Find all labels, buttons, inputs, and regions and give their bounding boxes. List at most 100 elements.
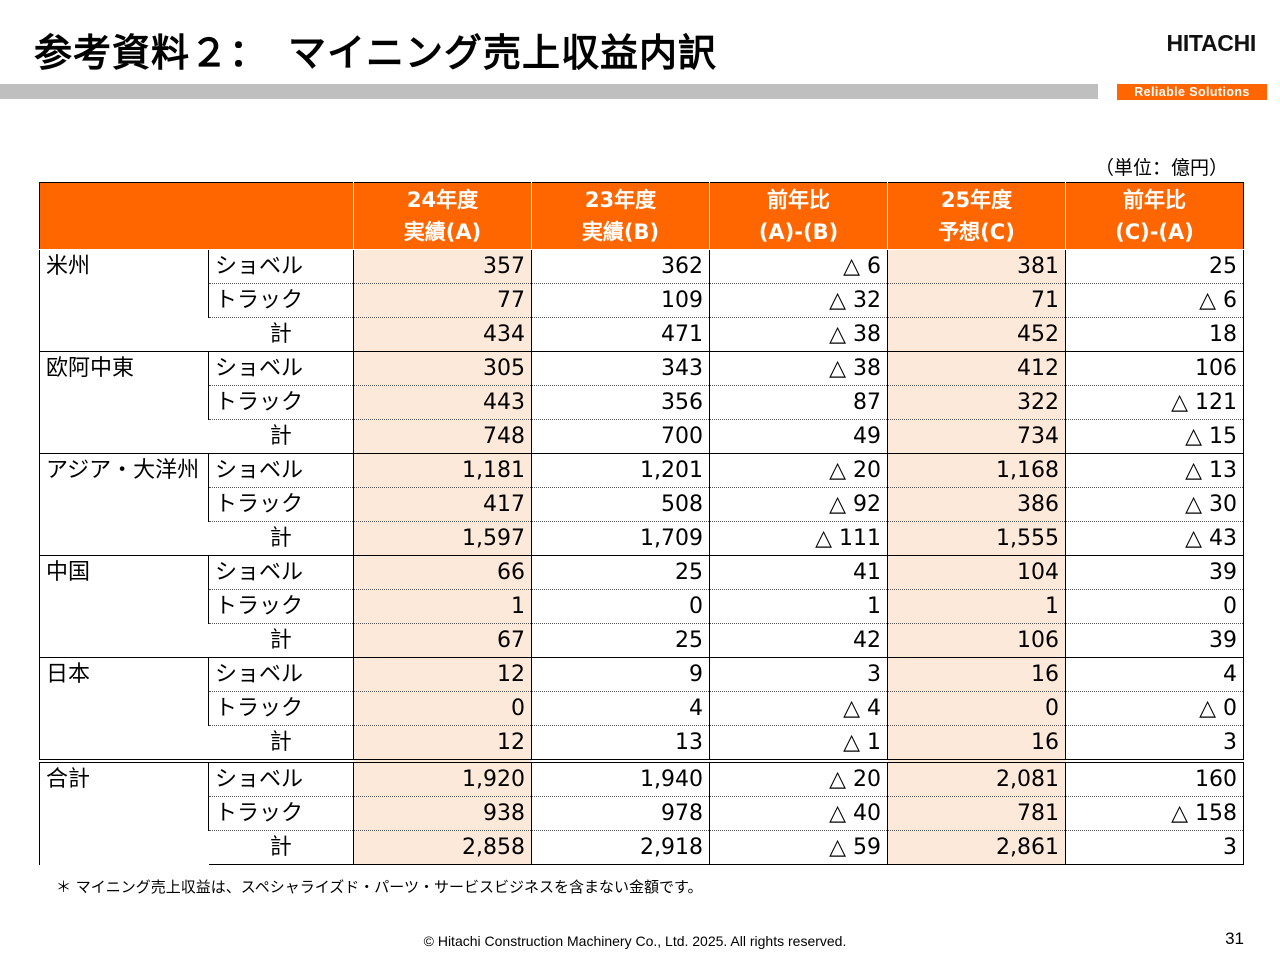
row-label-shovel: ショベル bbox=[208, 759, 354, 797]
region-label: 米州 bbox=[39, 249, 209, 352]
table-cell: 978 bbox=[531, 796, 710, 831]
table-cell: 381 bbox=[887, 249, 1066, 284]
table-cell: 322 bbox=[887, 385, 1066, 420]
table-row: 欧阿中東 ショベル 305 343 △ 38 412 106 bbox=[39, 351, 1244, 454]
region-label: アジア・大洋州 bbox=[39, 453, 209, 556]
table-cell: 49 bbox=[709, 419, 888, 454]
hitachi-logo: HITACHI bbox=[1166, 30, 1257, 56]
table-cell: △ 0 bbox=[1065, 691, 1244, 726]
table-cell: 41 bbox=[709, 555, 888, 590]
table-cell: 18 bbox=[1065, 317, 1244, 352]
row-label-truck: トラック bbox=[208, 589, 354, 624]
table-cell: 109 bbox=[531, 283, 710, 318]
table-cell: △ 111 bbox=[709, 521, 888, 556]
table-cell: △ 6 bbox=[709, 249, 888, 284]
table-cell: △ 6 bbox=[1065, 283, 1244, 318]
region-label: 合計 bbox=[39, 759, 209, 865]
table-cell: 2,918 bbox=[531, 830, 710, 865]
table-row: 計 1,597 1,709 △ 111 1,555 △ 43 bbox=[40, 521, 1244, 556]
row-label-truck: トラック bbox=[208, 385, 354, 420]
header-corner bbox=[39, 182, 354, 250]
table-cell: 25 bbox=[531, 555, 710, 590]
table-cell: △ 121 bbox=[1065, 385, 1244, 420]
table-cell: 25 bbox=[1065, 249, 1244, 284]
table-row: アジア・大洋州 ショベル 1,181 1,201 △ 20 1,168 △ 13 bbox=[39, 453, 1244, 556]
table-cell: 700 bbox=[531, 419, 710, 454]
table-cell: 104 bbox=[887, 555, 1066, 590]
table-cell: △ 15 bbox=[1065, 419, 1244, 454]
table-row: 米州 ショベル 357 362 △ 6 381 25 bbox=[39, 249, 1244, 352]
table-cell: 13 bbox=[531, 725, 710, 762]
row-label-truck: トラック bbox=[208, 283, 354, 318]
table-row: 日本 ショベル 12 9 3 16 4 bbox=[39, 657, 1244, 761]
table-cell: 39 bbox=[1065, 623, 1244, 658]
table-cell: 0 bbox=[1065, 589, 1244, 624]
page-title: 参考資料２： マイニング売上収益内訳 bbox=[34, 31, 718, 75]
table-cell: 160 bbox=[1065, 759, 1244, 797]
table-cell: △ 13 bbox=[1065, 453, 1244, 488]
row-label-truck: トラック bbox=[208, 487, 354, 522]
table-cell: 4 bbox=[1065, 657, 1244, 692]
table-cell: 443 bbox=[353, 385, 532, 420]
table-cell: △ 158 bbox=[1065, 796, 1244, 831]
mining-revenue-table: 24年度 実績(A) 23年度 実績(B) 前年比 (A)-(B) 25年度 予想(C)… bbox=[39, 182, 1244, 865]
table-cell: 1,597 bbox=[353, 521, 532, 556]
table-cell: 3 bbox=[1065, 830, 1244, 865]
table-cell: △ 30 bbox=[1065, 487, 1244, 522]
table-cell: 356 bbox=[531, 385, 710, 420]
table-cell: 1,555 bbox=[887, 521, 1066, 556]
table-cell: 1,181 bbox=[353, 453, 532, 488]
row-label-total: 計 bbox=[208, 521, 354, 556]
footnote: ＊ マイニング売上収益は、スペシャライズド・パーツ・サービスビジネスを含まない金… bbox=[56, 878, 703, 896]
row-label-shovel: ショベル bbox=[208, 555, 354, 590]
table-cell: △ 38 bbox=[709, 317, 888, 352]
table-cell: 25 bbox=[531, 623, 710, 658]
table-cell: 9 bbox=[531, 657, 710, 692]
table-cell: △ 38 bbox=[709, 351, 888, 386]
table-header-row: 24年度 実績(A) 23年度 実績(B) 前年比 (A)-(B) 25年度 予想(C)… bbox=[39, 182, 1244, 250]
row-label-total: 計 bbox=[208, 317, 354, 352]
table-cell: 39 bbox=[1065, 555, 1244, 590]
table-cell: △ 43 bbox=[1065, 521, 1244, 556]
table-cell: △ 4 bbox=[709, 691, 888, 726]
table-row: 計 2,858 2,918 △ 59 2,861 3 bbox=[40, 830, 1244, 865]
row-label-shovel: ショベル bbox=[208, 249, 354, 284]
row-label-total: 計 bbox=[208, 725, 354, 762]
table-row: 合計 ショベル 1,920 1,940 △ 20 2,081 160 bbox=[39, 759, 1244, 865]
table-cell: 106 bbox=[887, 623, 1066, 658]
row-label-shovel: ショベル bbox=[208, 453, 354, 488]
table-cell: △ 20 bbox=[709, 759, 888, 797]
table-cell: 412 bbox=[887, 351, 1066, 386]
table-cell: 434 bbox=[353, 317, 532, 352]
table-cell: 1,709 bbox=[531, 521, 710, 556]
header-fy23-actual: 23年度 実績(B) bbox=[531, 182, 710, 250]
table-cell: 1,201 bbox=[531, 453, 710, 488]
row-label-total: 計 bbox=[208, 830, 354, 865]
table-cell: 748 bbox=[353, 419, 532, 454]
table-cell: 0 bbox=[887, 691, 1066, 726]
table-cell: 42 bbox=[709, 623, 888, 658]
header-fy24-actual: 24年度 実績(A) bbox=[353, 182, 532, 250]
table-cell: 362 bbox=[531, 249, 710, 284]
table-cell: 0 bbox=[531, 589, 710, 624]
row-label-total: 計 bbox=[208, 623, 354, 658]
table-cell: 12 bbox=[353, 657, 532, 692]
table-cell: 417 bbox=[353, 487, 532, 522]
page-number: 31 bbox=[1225, 929, 1244, 948]
table-cell: 77 bbox=[353, 283, 532, 318]
copyright: © Hitachi Construction Machinery Co., Lt… bbox=[423, 933, 847, 949]
table-cell: 1,940 bbox=[531, 759, 710, 797]
region-label: 欧阿中東 bbox=[39, 351, 209, 454]
region-label: 日本 bbox=[39, 657, 209, 761]
table-cell: 106 bbox=[1065, 351, 1244, 386]
table-row: 計 748 700 49 734 △ 15 bbox=[40, 419, 1244, 454]
header-yoy-c-a: 前年比 (C)-(A) bbox=[1065, 182, 1244, 250]
table-row: トラック 77 109 △ 32 71 △ 6 bbox=[40, 283, 1244, 318]
table-cell: 1 bbox=[709, 589, 888, 624]
unit-label: （単位：億円） bbox=[1094, 157, 1228, 179]
region-label: 中国 bbox=[39, 555, 209, 658]
header-divider bbox=[0, 84, 1098, 99]
table-cell: 4 bbox=[531, 691, 710, 726]
table-cell: 734 bbox=[887, 419, 1066, 454]
table-cell: 66 bbox=[353, 555, 532, 590]
